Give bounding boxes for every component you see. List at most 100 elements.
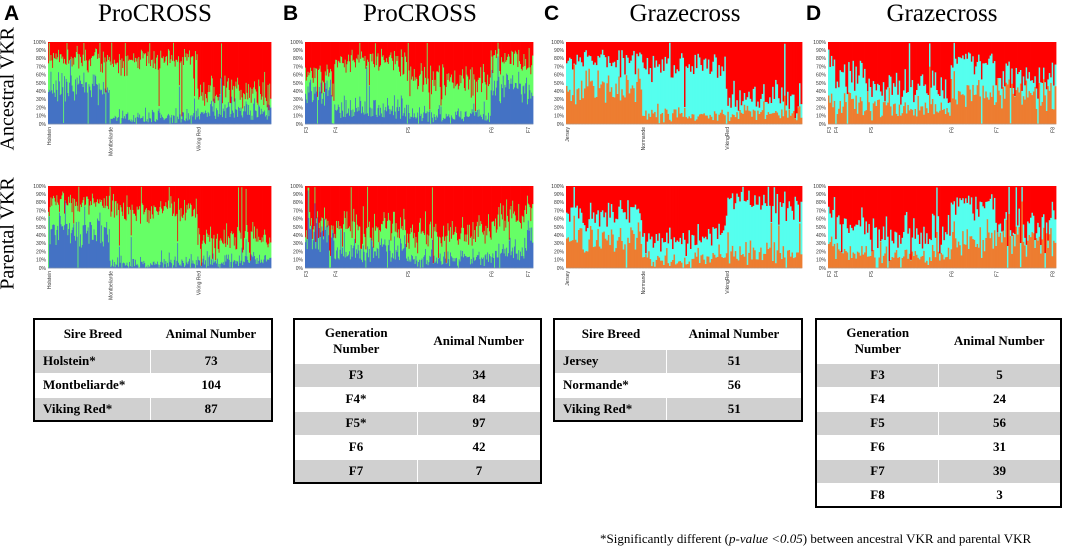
bar-segment-green — [532, 55, 534, 97]
bar-segment-red — [98, 186, 100, 204]
bar-segment-green — [210, 85, 212, 105]
bar-segment-blue — [322, 230, 324, 269]
bar-segment-blue — [178, 86, 181, 125]
bar-segment-red — [367, 42, 369, 60]
bar-segment-blue — [446, 116, 448, 125]
bar-segment-red — [1018, 42, 1021, 73]
bar-segment-green — [118, 53, 121, 110]
bar-segment-blue — [266, 259, 269, 269]
bar-segment-red — [259, 186, 261, 241]
bar-segment-red — [838, 42, 840, 88]
bar-segment-red — [610, 186, 613, 205]
bar-segment-cyan — [1017, 73, 1019, 88]
bar-segment-blue — [352, 109, 354, 125]
bar-segment-green — [66, 204, 68, 224]
bar-segment-red — [88, 42, 90, 61]
bar-segment-green — [95, 206, 97, 236]
bar-segment-blue — [270, 107, 272, 125]
bar-segment-blue — [156, 118, 158, 125]
bar-segment-red — [486, 186, 488, 236]
bar-segment-red — [341, 42, 343, 57]
bar-segment-orange — [586, 85, 589, 125]
bar-segment-cyan — [703, 237, 706, 260]
bar-segment-green — [55, 53, 57, 81]
bar-segment-green — [161, 208, 163, 251]
bar-segment-red — [724, 186, 727, 226]
bar-segment-blue — [371, 240, 373, 269]
bar-segment-green — [103, 62, 105, 94]
bar-segment-red — [438, 186, 441, 237]
bar-segment-cyan — [931, 213, 934, 245]
bar-segment-red — [1021, 42, 1024, 91]
bar-segment-orange — [923, 114, 926, 125]
bar-segment-orange — [710, 258, 713, 269]
bar-segment-blue — [187, 263, 189, 269]
bar-segment-cyan — [894, 86, 897, 104]
bar-segment-red — [145, 186, 148, 209]
bar-segment-blue — [475, 259, 477, 269]
bar-segment-red — [773, 42, 776, 99]
bar-segment-blue — [335, 259, 337, 269]
bar-segment-blue — [305, 239, 308, 269]
bar-segment-cyan — [731, 94, 734, 115]
bar-segment-cyan — [892, 243, 895, 258]
bar-segment-orange — [570, 100, 573, 125]
bar-segment-blue — [377, 107, 379, 125]
bar-segment-red — [63, 42, 65, 64]
bar-segment-green — [226, 223, 228, 255]
bar-segment-red — [382, 186, 384, 222]
bar-segment-cyan — [766, 101, 769, 115]
bar-segment-red — [250, 42, 252, 103]
bar-segment-orange — [859, 96, 862, 125]
bar-segment-green — [491, 221, 493, 258]
bar-segment-red — [864, 42, 866, 69]
bar-segment-red — [81, 186, 84, 203]
bar-segment-orange — [597, 228, 600, 269]
bar-segment-red — [944, 186, 947, 233]
bar-segment-cyan — [673, 237, 676, 255]
bar-segment-red — [437, 186, 439, 237]
bar-segment-orange — [931, 244, 934, 269]
bar-segment-red — [422, 42, 424, 92]
bar-segment-green — [450, 76, 452, 124]
bar-segment-red — [72, 42, 74, 59]
bar-segment-red — [907, 42, 910, 92]
bar-segment-red — [712, 42, 715, 62]
bar-segment-red — [622, 186, 625, 213]
bar-segment-green — [158, 211, 160, 268]
bar-segment-red — [767, 42, 770, 104]
bar-segment-red — [310, 186, 312, 226]
bar-segment-cyan — [583, 51, 586, 89]
bar-segment-green — [458, 238, 460, 260]
bar-segment-green — [143, 52, 145, 122]
bar-segment-cyan — [651, 236, 654, 267]
bar-segment-orange — [775, 110, 777, 125]
bar-segment-red — [597, 42, 600, 56]
bar-segment-blue — [495, 250, 497, 269]
bar-segment-green — [317, 210, 319, 218]
bar-segment-red — [136, 186, 138, 207]
bar-segment-blue — [88, 243, 90, 269]
bar-segment-red — [514, 42, 517, 51]
bar-segment-cyan — [891, 94, 894, 116]
bar-segment-red — [139, 186, 141, 207]
bar-segment-red — [482, 186, 485, 235]
bar-segment-red — [525, 42, 527, 60]
bar-segment-green — [220, 238, 222, 265]
bar-segment-blue — [474, 115, 476, 125]
bar-segment-green — [356, 59, 359, 112]
bar-segment-orange — [625, 74, 628, 125]
bar-segment-red — [192, 42, 194, 57]
bar-segment-green — [83, 196, 85, 226]
bar-segment-red — [316, 42, 318, 69]
bar-segment-orange — [1004, 98, 1006, 125]
bar-segment-blue — [185, 118, 187, 125]
bar-segment-orange — [784, 95, 786, 125]
bar-segment-cyan — [733, 80, 736, 115]
bar-segment-red — [954, 42, 957, 59]
bar-segment-orange — [651, 109, 654, 125]
bar-segment-red — [402, 42, 404, 75]
bar-segment-red — [358, 42, 360, 63]
y-tick-label: 80% — [36, 56, 47, 62]
bar-segment-green — [193, 78, 195, 114]
